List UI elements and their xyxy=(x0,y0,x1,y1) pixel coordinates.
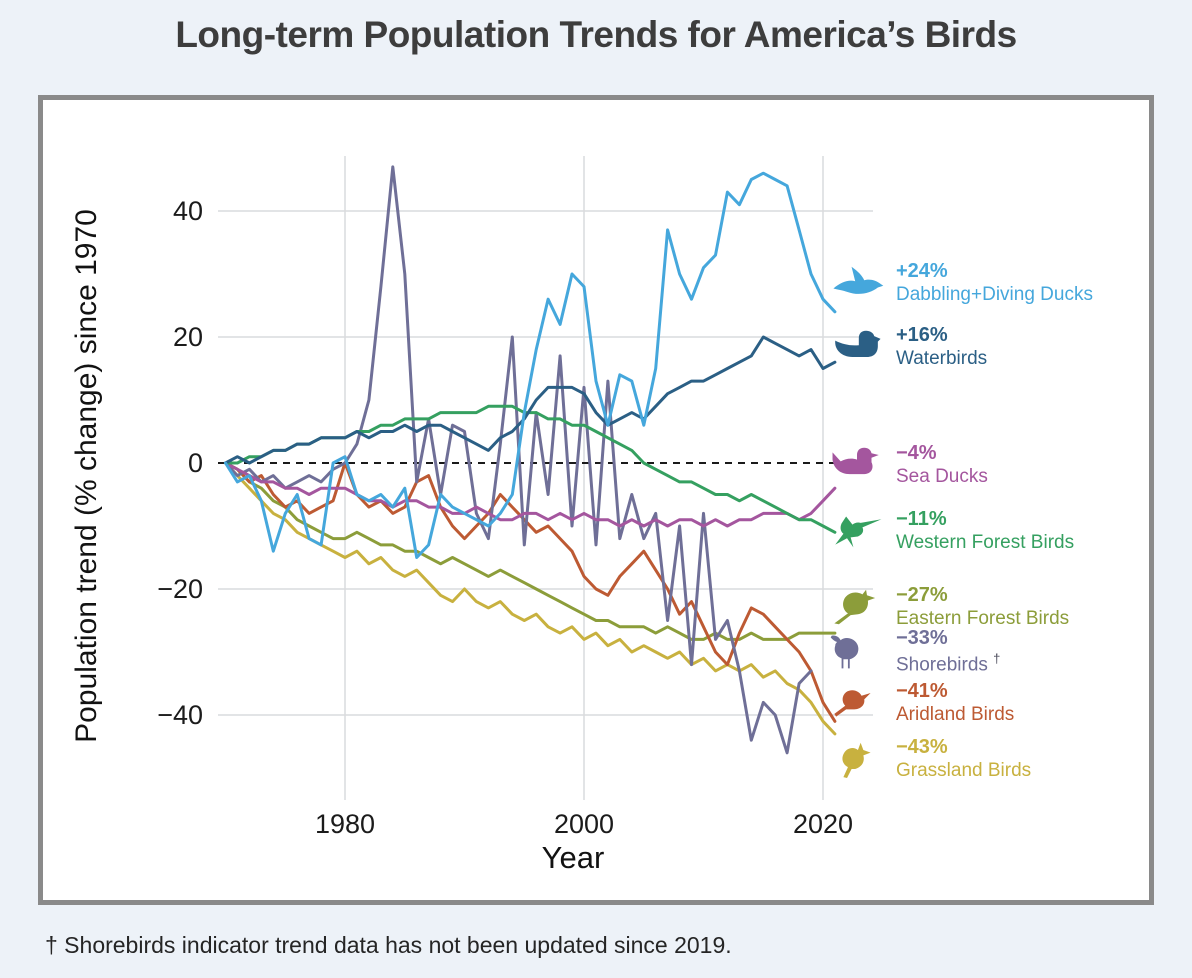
x-axis-label: Year xyxy=(541,840,605,875)
y-axis-label: Population trend (% change) since 1970 xyxy=(70,209,103,743)
x-tick-label: 1980 xyxy=(315,809,375,839)
y-tick-label: 20 xyxy=(173,322,203,352)
footnote: † Shorebirds indicator trend data has no… xyxy=(45,932,732,958)
series-line-grassland-birds xyxy=(224,461,837,736)
x-tick-label: 2000 xyxy=(554,809,614,839)
series-line-sea-ducks xyxy=(224,461,837,528)
y-tick-label: −40 xyxy=(157,700,203,730)
chart-title: Long-term Population Trends for America’… xyxy=(175,14,1017,55)
y-tick-label: 40 xyxy=(173,196,203,226)
y-tick-label: 0 xyxy=(188,448,203,478)
plot-svg: 40 20 0 −20 −40 1980 2000 2020 xyxy=(157,156,873,839)
chart-panel: 40 20 0 −20 −40 1980 2000 2020 Population trend… xyxy=(38,95,1154,905)
series-line-waterbirds xyxy=(224,335,837,465)
y-tick-label: −20 xyxy=(157,574,203,604)
series-line-aridland-birds xyxy=(224,461,837,723)
series-line-dabbling-diving-ducks xyxy=(224,171,837,559)
series-line-shorebirds xyxy=(224,165,813,755)
x-tick-label: 2020 xyxy=(793,809,853,839)
